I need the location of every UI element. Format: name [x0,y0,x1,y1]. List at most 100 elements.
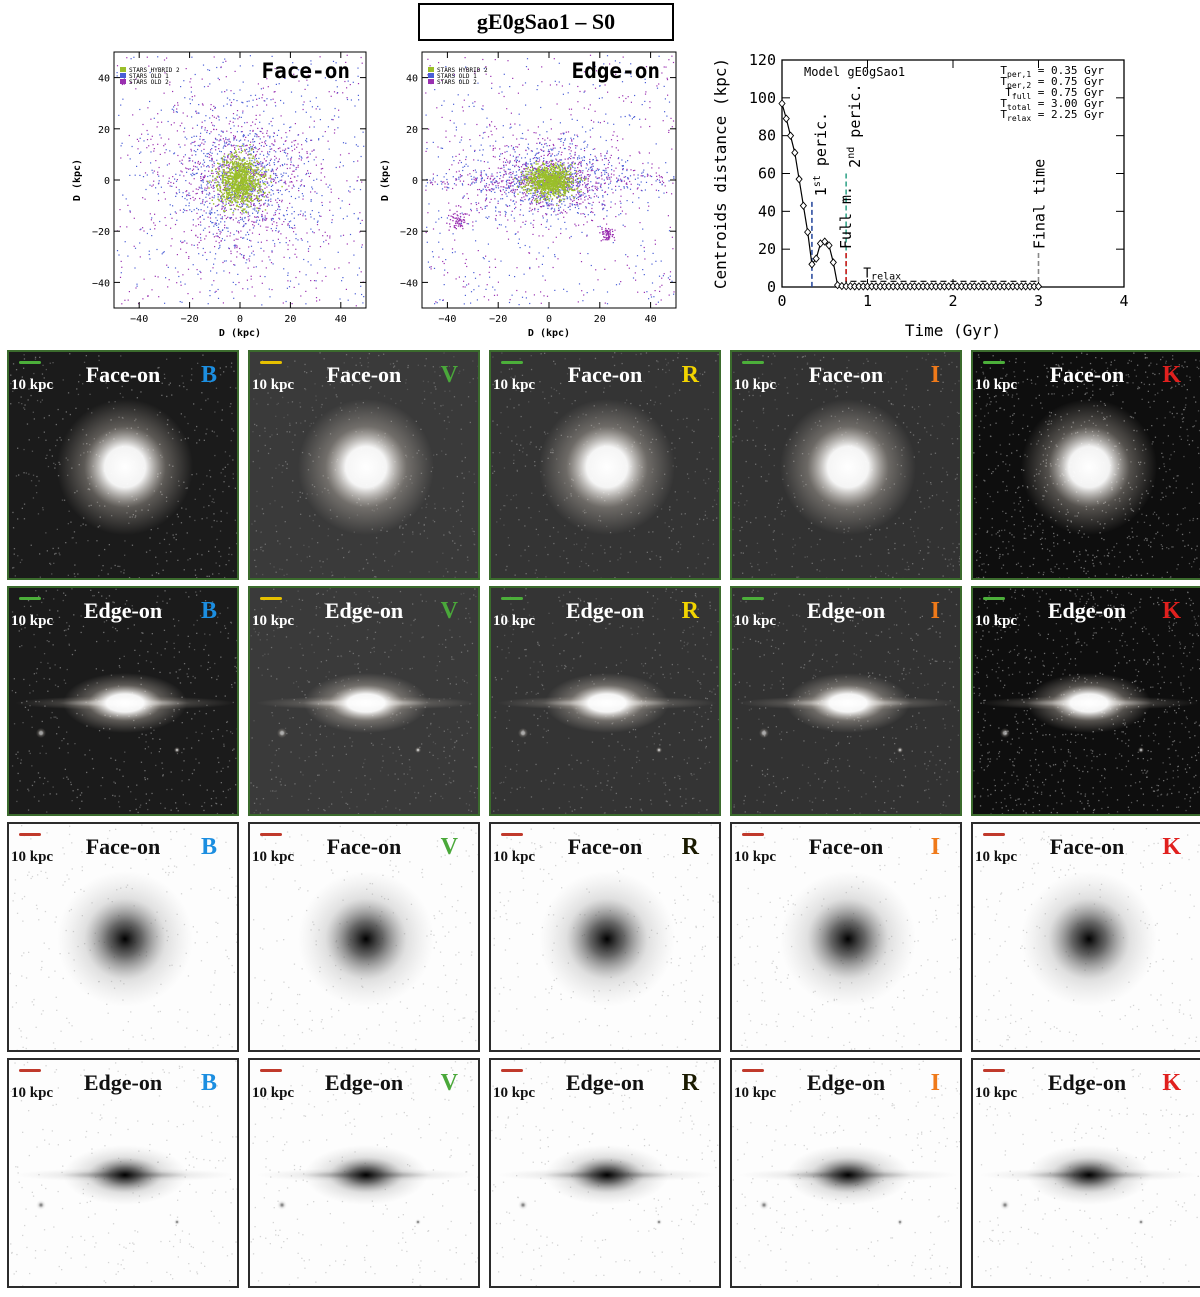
galaxy-image [491,1060,719,1286]
y-tick-label: −20 [92,227,110,238]
scale-bar [260,597,282,600]
y-tick-label: 0 [412,176,418,187]
x-tick-label: 20 [594,314,606,325]
y-axis-label: Centroids distance (kpc) [711,58,730,289]
relax-label: Trelax [863,266,901,282]
galaxy-image [11,588,237,814]
scale-label: 10 kpc [734,377,777,393]
y-tick-label: −40 [400,278,418,289]
view-label: Face-on [808,362,884,387]
data-point [778,99,786,108]
x-tick-label: 0 [237,314,243,325]
image-tile-face-on-b: 10 kpc Face-on B [7,822,239,1052]
view-label: Edge-on [1047,1070,1127,1095]
image-tile-edge-on-k: 10 kpc Edge-on K [971,586,1200,816]
scale-label: 10 kpc [493,377,536,393]
scale-bar [501,597,523,600]
x-tick-label: 3 [1034,292,1043,310]
y-tick-label: 0 [104,176,110,187]
y-tick-label: −20 [400,227,418,238]
galaxy-image [977,1061,1199,1284]
x-tick-label: −20 [489,314,507,325]
data-point [821,237,829,246]
image-noise [10,1060,237,1286]
galaxy-image [251,352,478,578]
scale-label: 10 kpc [975,613,1018,629]
x-axis-label: D (kpc) [528,328,570,339]
image-tile-face-on-r: 10 kpc Face-on R [489,350,721,580]
galaxy-image [9,824,237,1050]
x-axis-label: Time (Gyr) [905,321,1001,340]
band-label: B [200,834,217,860]
scale-label: 10 kpc [11,613,54,629]
galaxy-image [250,1061,478,1286]
galaxy-image [733,826,960,1050]
band-label: B [200,362,217,388]
image-tile-edge-on-v: 10 kpc Edge-on V [248,1058,480,1288]
view-label: Face-on [1049,362,1125,387]
galaxy-image [491,588,719,814]
data-point [795,174,803,184]
data-point [791,148,799,157]
image-tile-face-on-r: 10 kpc Face-on R [489,822,721,1052]
image-tile-edge-on-b: 10 kpc Edge-on B [7,586,239,816]
x-tick-label: 20 [284,314,296,325]
scale-bar [19,1069,41,1072]
image-tile-edge-on-b: 10 kpc Edge-on B [7,1058,239,1288]
data-point [804,227,812,237]
legend-swatch [120,79,126,84]
view-label: Edge-on [83,1070,163,1095]
legend-label: STARS OLD 2 [129,79,169,86]
band-label: V [440,1070,458,1096]
galaxy-image [973,828,1200,1050]
scale-label: 10 kpc [975,1085,1018,1101]
scale-label: 10 kpc [734,613,777,629]
x-tick-label: −40 [438,314,456,325]
image-tile-face-on-v: 10 kpc Face-on V [248,822,480,1052]
galaxy-image [491,352,719,578]
image-tile-edge-on-r: 10 kpc Edge-on R [489,586,721,816]
image-tile-face-on-v: 10 kpc Face-on V [248,350,480,580]
legend-label: STARS HYBRID 2 [437,67,488,74]
image-tile-face-on-i: 10 kpc Face-on I [730,350,962,580]
scale-bar [501,833,523,836]
star-particles [116,54,365,307]
data-point [782,114,790,123]
image-tile-face-on-k: 10 kpc Face-on K [971,822,1200,1052]
image-tile-edge-on-i: 10 kpc Edge-on I [730,586,962,816]
figure-title-text: gE0gSao1 – S0 [476,9,616,34]
image-tile-edge-on-r: 10 kpc Edge-on R [489,1058,721,1288]
band-label: K [1162,834,1181,860]
x-tick-label: −40 [130,314,148,325]
scale-bar [742,833,764,836]
image-tile-edge-on-i: 10 kpc Edge-on I [730,1058,962,1288]
view-label: Edge-on [571,59,660,83]
figure-title: gE0gSao1 – S0 [418,3,674,41]
scale-bar [19,361,41,364]
legend-swatch [428,67,434,72]
data-point [786,131,795,140]
band-label: R [681,1070,699,1096]
view-label: Edge-on [565,598,645,623]
x-tick-label: 40 [645,314,657,325]
image-tile-face-on-b: 10 kpc Face-on B [7,350,239,580]
timescale-entry: Tfull = 0.75 Gyr [1005,86,1104,101]
view-label: Edge-on [83,598,163,623]
view-label: Edge-on [324,1070,404,1095]
galaxy-image [10,1060,237,1286]
scatter-plot-svg: −40 40 −20 20 0 0 20 −20 40 −40 D (kpc) D (kpc) STAR… [380,51,677,339]
data-point [812,254,820,263]
scale-bar [983,597,1005,600]
view-label: Edge-on [565,1070,645,1095]
y-tick-label: 40 [98,74,110,85]
galaxy-image [732,352,960,578]
image-tile-face-on-i: 10 kpc Face-on I [730,822,962,1052]
legend-swatch [428,73,434,78]
scale-bar [742,361,764,364]
x-tick-label: −20 [181,314,199,325]
legend-swatch [120,67,126,72]
galaxy-image [732,1060,960,1286]
view-label: Edge-on [806,598,886,623]
data-point [825,241,833,250]
y-tick-label: 40 [758,202,776,220]
